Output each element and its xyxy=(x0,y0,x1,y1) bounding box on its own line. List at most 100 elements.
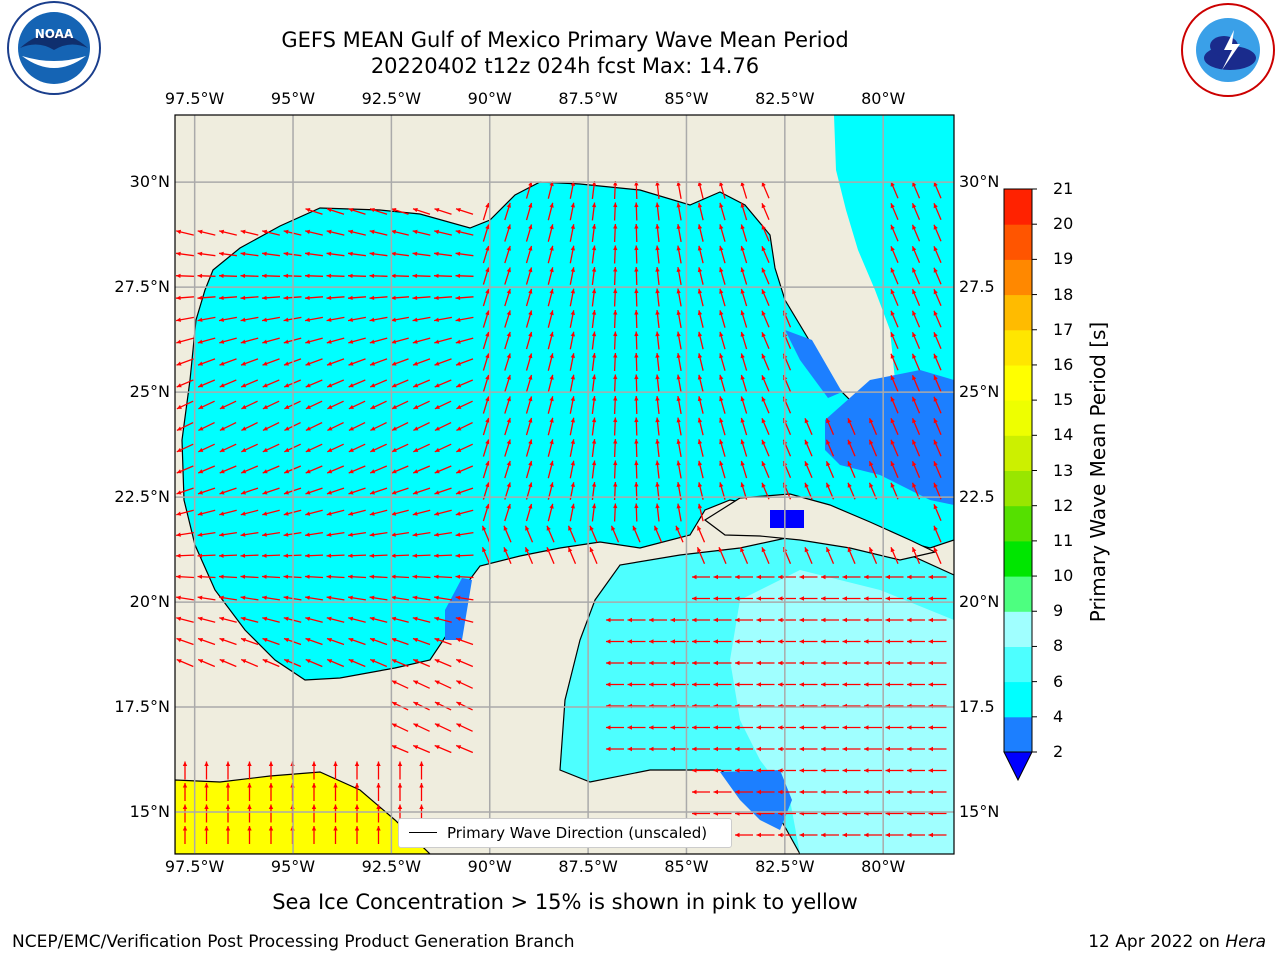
wave-arrow-head xyxy=(928,682,933,687)
wave-arrow-head xyxy=(692,660,697,666)
wave-arrow-head xyxy=(370,383,376,388)
wave-arrow-head xyxy=(676,331,681,337)
wave-arrow-head xyxy=(327,426,333,431)
wave-arrow-head xyxy=(933,525,938,531)
wave-arrow-head xyxy=(719,224,724,230)
wave-arrow-head xyxy=(655,181,660,186)
wave-arrow-head xyxy=(634,181,639,186)
wave-arrow-head xyxy=(864,639,869,644)
wave-arrow-head xyxy=(697,525,702,531)
colorbar-segment xyxy=(1004,505,1032,542)
wave-arrow-head xyxy=(885,682,890,687)
wave-arrow-head xyxy=(719,288,724,294)
wave-arrow-head xyxy=(912,289,917,295)
wave-arrow-head xyxy=(247,804,252,809)
wave-arrow-head xyxy=(311,783,317,788)
wave-arrow-head xyxy=(546,547,551,553)
wave-arrow-head xyxy=(262,361,268,366)
wave-arrow-head xyxy=(756,639,761,644)
wave-arrow-head xyxy=(713,639,718,644)
wave-arrow-head xyxy=(697,310,703,316)
wave-arrow-head xyxy=(756,660,761,666)
colorbar-segment xyxy=(1004,646,1032,683)
wave-arrow-head xyxy=(549,267,554,273)
atlantic-ocean xyxy=(834,115,954,418)
lat-tick-right: 15°N xyxy=(959,802,1000,821)
wave-arrow-head xyxy=(842,574,847,580)
wave-arrow-head xyxy=(391,745,397,750)
wave-arrow-head xyxy=(225,804,231,809)
wave-arrow-head xyxy=(412,511,418,516)
wave-arrow-head xyxy=(348,404,354,409)
wave-arrow-head xyxy=(456,723,462,728)
wave-arrow-head xyxy=(176,447,182,452)
wave-arrow-head xyxy=(240,511,246,516)
wave-arrow-head xyxy=(735,682,740,687)
wave-arrow-head xyxy=(305,383,311,388)
wave-arrow-head xyxy=(204,783,209,788)
wave-arrow-head xyxy=(262,404,268,409)
wave-arrow-head xyxy=(928,746,933,752)
wave-arrow-head xyxy=(735,746,740,752)
wave-arrow-head xyxy=(692,596,697,601)
wave-arrow-head xyxy=(528,396,533,402)
wave-arrow-head xyxy=(456,702,462,706)
wave-arrow-head xyxy=(413,702,419,706)
wave-arrow-head xyxy=(649,660,654,666)
colorbar-tick-label: 9 xyxy=(1053,601,1064,621)
lat-tick-right: 30°N xyxy=(959,172,1000,192)
wave-arrow-head xyxy=(670,682,675,687)
wave-arrow-head xyxy=(391,229,397,235)
colorbar-segment xyxy=(1004,681,1032,718)
wave-arrow-head xyxy=(434,595,439,600)
wave-arrow-head xyxy=(591,396,597,401)
colorbar-tick-label: 13 xyxy=(1053,460,1074,480)
wave-arrow-head xyxy=(907,596,912,601)
colorbar-tick-label: 14 xyxy=(1053,425,1074,445)
wave-arrow-head xyxy=(348,208,354,213)
wave-arrow-head xyxy=(907,746,912,752)
lon-tick-bottom: 90°W xyxy=(467,857,512,876)
wave-arrow-head xyxy=(219,447,225,452)
wave-arrow-head xyxy=(655,460,660,466)
wave-arrow-head xyxy=(284,447,290,452)
wave-arrow-head xyxy=(928,574,933,580)
wave-arrow-head xyxy=(692,768,697,773)
wave-arrow-head xyxy=(412,251,418,256)
wave-arrow-head xyxy=(634,396,639,401)
wave-arrow-head xyxy=(912,181,917,187)
wave-arrow-head xyxy=(697,224,703,230)
colorbar-under-arrow xyxy=(1003,751,1033,782)
wave-arrow-head xyxy=(434,638,440,643)
wave-arrow-head xyxy=(570,439,575,444)
wave-arrow-head xyxy=(591,202,597,208)
wave-arrow-head xyxy=(719,439,724,445)
wave-arrow-head xyxy=(284,659,290,664)
wave-arrow-head xyxy=(928,725,933,730)
wave-arrow-head xyxy=(506,310,511,316)
wave-arrow-head xyxy=(434,229,440,235)
wave-arrow-head xyxy=(262,273,267,278)
wave-arrow-head xyxy=(326,339,332,344)
wave-arrow-head xyxy=(305,553,310,558)
wave-arrow-head xyxy=(327,659,333,664)
wave-arrow-head xyxy=(197,616,203,621)
wave-arrow-head xyxy=(241,469,247,474)
wave-arrow-head xyxy=(933,547,938,553)
wave-arrow-head xyxy=(219,273,224,278)
wave-arrow-head xyxy=(740,374,745,380)
wave-arrow-head xyxy=(369,295,375,300)
wave-arrow-head xyxy=(655,374,660,380)
wave-arrow-head xyxy=(570,310,575,315)
wave-arrow-head xyxy=(326,273,332,278)
wave-arrow-head xyxy=(305,574,310,579)
wave-arrow-head xyxy=(890,246,895,252)
wave-arrow-head xyxy=(761,547,766,553)
wave-arrow-head xyxy=(482,525,487,531)
wave-arrow-head xyxy=(756,682,761,687)
wave-arrow-head xyxy=(570,245,575,251)
wave-arrow-head xyxy=(655,310,660,315)
wave-arrow-head xyxy=(485,460,490,466)
wave-arrow-head xyxy=(912,246,917,252)
wave-arrow-head xyxy=(370,469,376,474)
